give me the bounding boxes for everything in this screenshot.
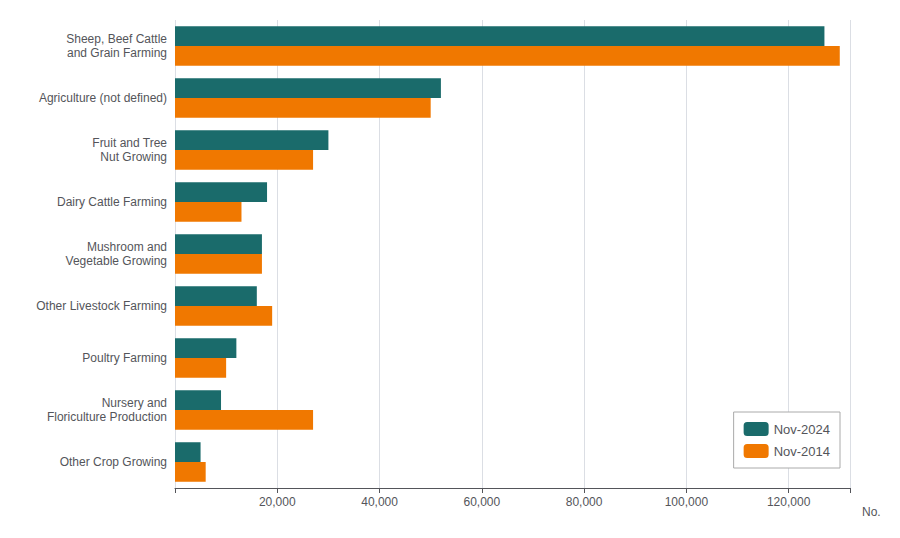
svg-text:80,000: 80,000 [566,495,603,509]
svg-text:Nov-2024: Nov-2024 [774,422,830,437]
svg-text:Dairy Cattle Farming: Dairy Cattle Farming [57,195,167,209]
svg-text:40,000: 40,000 [361,495,398,509]
svg-text:Vegetable Growing: Vegetable Growing [66,254,167,268]
svg-text:Nov-2014: Nov-2014 [774,444,830,459]
svg-text:Mushroom and: Mushroom and [87,240,167,254]
svg-text:No.: No. [862,505,881,519]
svg-text:120,000: 120,000 [767,495,811,509]
svg-text:20,000: 20,000 [259,495,296,509]
svg-text:60,000: 60,000 [463,495,500,509]
svg-text:Other Crop Growing: Other Crop Growing [60,455,167,469]
svg-text:Poultry Farming: Poultry Farming [82,351,167,365]
svg-text:Nut Growing: Nut Growing [100,150,167,164]
svg-text:Fruit and Tree: Fruit and Tree [92,136,167,150]
svg-text:100,000: 100,000 [665,495,709,509]
svg-text:Sheep, Beef Cattle: Sheep, Beef Cattle [66,32,167,46]
svg-text:Floriculture Production: Floriculture Production [47,410,167,424]
svg-text:and Grain Farming: and Grain Farming [67,46,167,60]
svg-text:Nursery and: Nursery and [102,396,167,410]
svg-text:Agriculture (not defined): Agriculture (not defined) [39,91,167,105]
svg-text:Other Livestock Farming: Other Livestock Farming [36,299,167,313]
